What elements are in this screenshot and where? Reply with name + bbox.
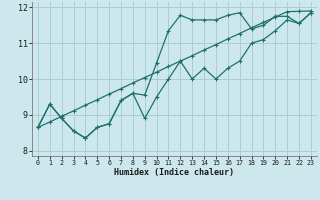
X-axis label: Humidex (Indice chaleur): Humidex (Indice chaleur)	[115, 168, 234, 177]
